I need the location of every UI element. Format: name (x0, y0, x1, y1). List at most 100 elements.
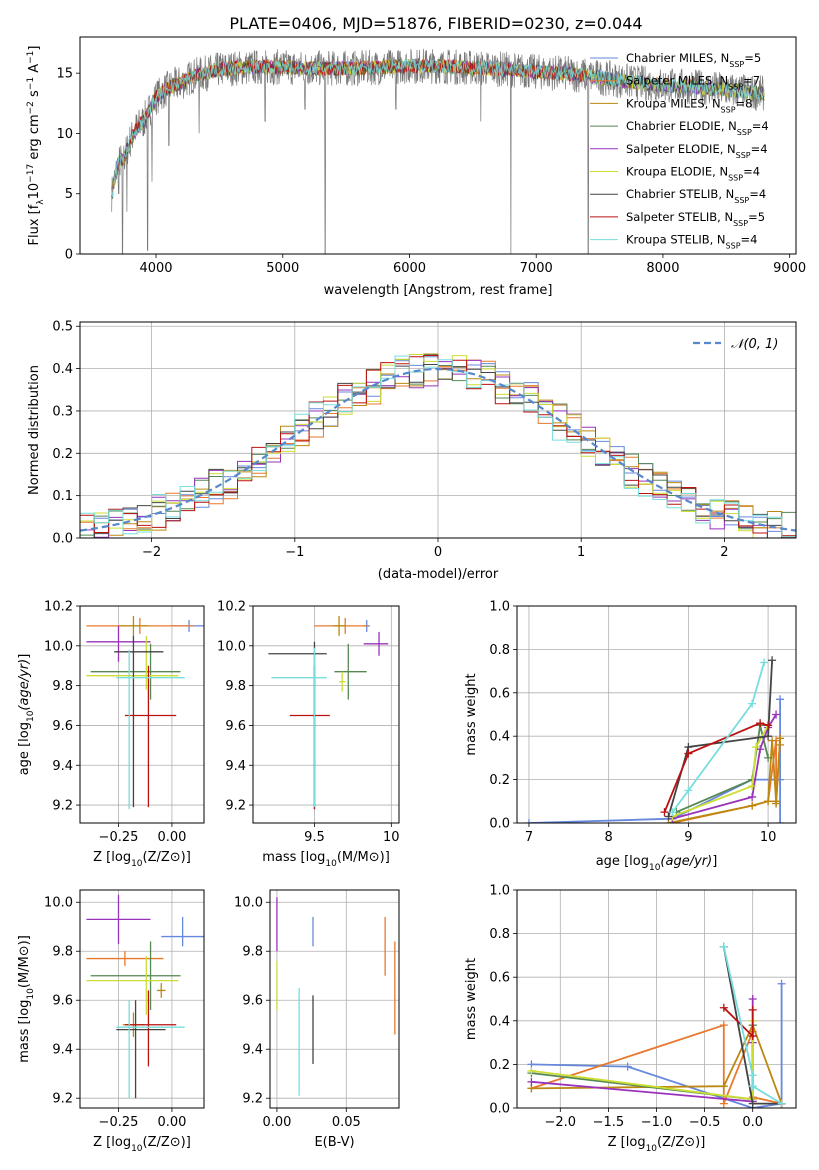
x-tick-label: 8000 (646, 261, 679, 276)
x-tick-label: −1.5 (593, 1115, 625, 1130)
axes-frame (79, 889, 205, 1109)
y-tick-label: 9.2 (52, 1092, 73, 1107)
x-axis-label: Z [log10(Z/Z⊙)] (93, 850, 191, 869)
mw-line-chabrier_stelib (667, 660, 773, 817)
x-tick-label: 0.0 (742, 1115, 763, 1130)
mw-marker (719, 1003, 728, 1012)
y-tick-label: 0.2 (52, 447, 73, 462)
mw-marker (748, 995, 757, 1003)
mw-marker (776, 740, 785, 749)
x-axis-label: age [log10(age/yr)] (596, 854, 718, 873)
legend-label-chabrier_stelib: Chabrier STELIB, NSSP=4 (626, 187, 766, 205)
mw-marker (719, 1021, 728, 1030)
y-axis-label: Normed distribution (27, 365, 42, 495)
y-tick-label: 0.4 (489, 730, 510, 745)
x-tick-label: 2 (720, 545, 728, 560)
mw-marker (768, 656, 777, 665)
mw-marker (623, 1062, 632, 1071)
mw-marker (748, 782, 757, 791)
mw-marker (684, 749, 693, 758)
plot-area (527, 942, 786, 1108)
y-tick-label: 9.8 (225, 679, 246, 694)
mw-marker (527, 1077, 536, 1086)
y-tick-label: 0.8 (489, 927, 510, 942)
axes-frame (79, 605, 205, 824)
x-tick-label: 9 (684, 830, 692, 845)
x-tick-label: 7 (525, 830, 533, 845)
mw-marker (772, 710, 781, 719)
y-tick-label: 9.8 (52, 945, 73, 960)
model-kroupa_stelib (111, 58, 765, 197)
mw-marker (776, 819, 785, 823)
y-tick-label: 0.0 (489, 1102, 510, 1117)
y-tick-label: 0.5 (52, 320, 73, 335)
axes-age_vs_mass: 9.5 10 9.2 9.4 9.6 9.8 10.0 10.2 mass [log10(M/M… (217, 600, 400, 870)
y-tick-label: 10 (56, 127, 73, 142)
y-tick-label: 10.2 (217, 600, 246, 615)
y-axis-label: mass weight (464, 958, 479, 1040)
mw-marker (748, 1099, 757, 1108)
legend-label-salpeter_miles: Salpeter MILES, NSSP=7 (626, 74, 760, 92)
y-axis-label: mass [log10(M/M⊙)] (17, 935, 36, 1063)
axes-frame (269, 889, 400, 1109)
y-tick-label: 9.4 (52, 759, 73, 774)
legend-label-chabrier_elodie: Chabrier ELODIE, NSSP=4 (626, 119, 769, 137)
mw-marker (760, 658, 769, 667)
mw-marker (719, 1099, 728, 1108)
mw-marker (748, 792, 757, 801)
mw-marker (768, 736, 777, 745)
y-tick-label: 0.0 (489, 817, 510, 832)
legend-label-salpeter_stelib: Salpeter STELIB, NSSP=5 (626, 210, 765, 228)
figure-title: PLATE=0406, MJD=51876, FIBERID=0230, z=0… (229, 14, 642, 33)
x-axis-label: mass [log10(M/M⊙)] (262, 850, 390, 869)
plot-layer: 4000 5000 6000 7000 8000 9000051015wavelength… (17, 36, 806, 1154)
mw-marker (764, 732, 773, 741)
axes-frame (516, 605, 797, 824)
y-tick-label: 0.4 (489, 1014, 510, 1029)
y-tick-label: 9.2 (225, 799, 246, 814)
axes-age_vs_Z: −0.25 0.00 9.2 9.4 9.6 9.8 10.0 10.2 Z [log10(Z/… (17, 600, 205, 869)
x-tick-label: −2 (142, 545, 161, 560)
y-tick-label: 9.6 (52, 994, 73, 1009)
plot-area (80, 353, 796, 538)
mw-line-chabrier_miles (528, 699, 781, 823)
plot-area (111, 48, 765, 254)
plot-area (276, 897, 396, 1096)
x-tick-label: −1.0 (641, 1115, 673, 1130)
x-tick-label: 9.5 (304, 830, 325, 845)
mw-marker (684, 786, 693, 795)
mw-line-kroupa_stelib (671, 662, 765, 813)
y-tick-label: 0 (65, 248, 73, 263)
plot-area (86, 894, 204, 1099)
y-tick-label: 9.2 (242, 1092, 263, 1107)
legend-label-kroupa_miles: Kroupa MILES, NSSP=8 (626, 96, 752, 114)
x-tick-label: 0.05 (332, 1115, 361, 1130)
mw-marker (764, 797, 773, 806)
y-tick-label: 1.0 (489, 884, 510, 899)
y-tick-label: 9.4 (52, 1043, 73, 1058)
y-tick-label: 10.0 (217, 639, 246, 654)
mw-line-kroupa_stelib (722, 946, 783, 1105)
mw-marker (764, 753, 773, 762)
y-tick-label: 1.0 (489, 600, 510, 615)
y-tick-label: 9.6 (52, 719, 73, 734)
mw-marker (752, 743, 761, 752)
x-tick-label: 8 (605, 830, 613, 845)
x-tick-label: −0.25 (99, 1115, 139, 1130)
legend-label-kroupa_elodie: Kroupa ELODIE, NSSP=4 (626, 165, 760, 183)
mw-line-chabrier_miles (531, 983, 783, 1108)
mw-line-kroupa_miles (531, 1022, 783, 1104)
y-tick-label: 0.6 (489, 686, 510, 701)
mw-marker (776, 695, 785, 704)
legend-label-kroupa_stelib: Kroupa STELIB, NSSP=4 (626, 233, 757, 251)
mw-line-kroupa_miles (668, 738, 781, 823)
plot-area (268, 615, 389, 810)
y-tick-label: 0.2 (489, 773, 510, 788)
model-chabrier_elodie (111, 57, 765, 200)
mw-marker (719, 942, 728, 951)
mw-marker (748, 699, 757, 708)
axes-mw_vs_Z: −2.0 −1.5 −1.0 −0.5 0.0 0.0 0.2 0.4 0.6 0.8 1.0 mas… (464, 884, 797, 1154)
y-tick-label: 9.4 (225, 759, 246, 774)
mw-marker (664, 812, 673, 821)
